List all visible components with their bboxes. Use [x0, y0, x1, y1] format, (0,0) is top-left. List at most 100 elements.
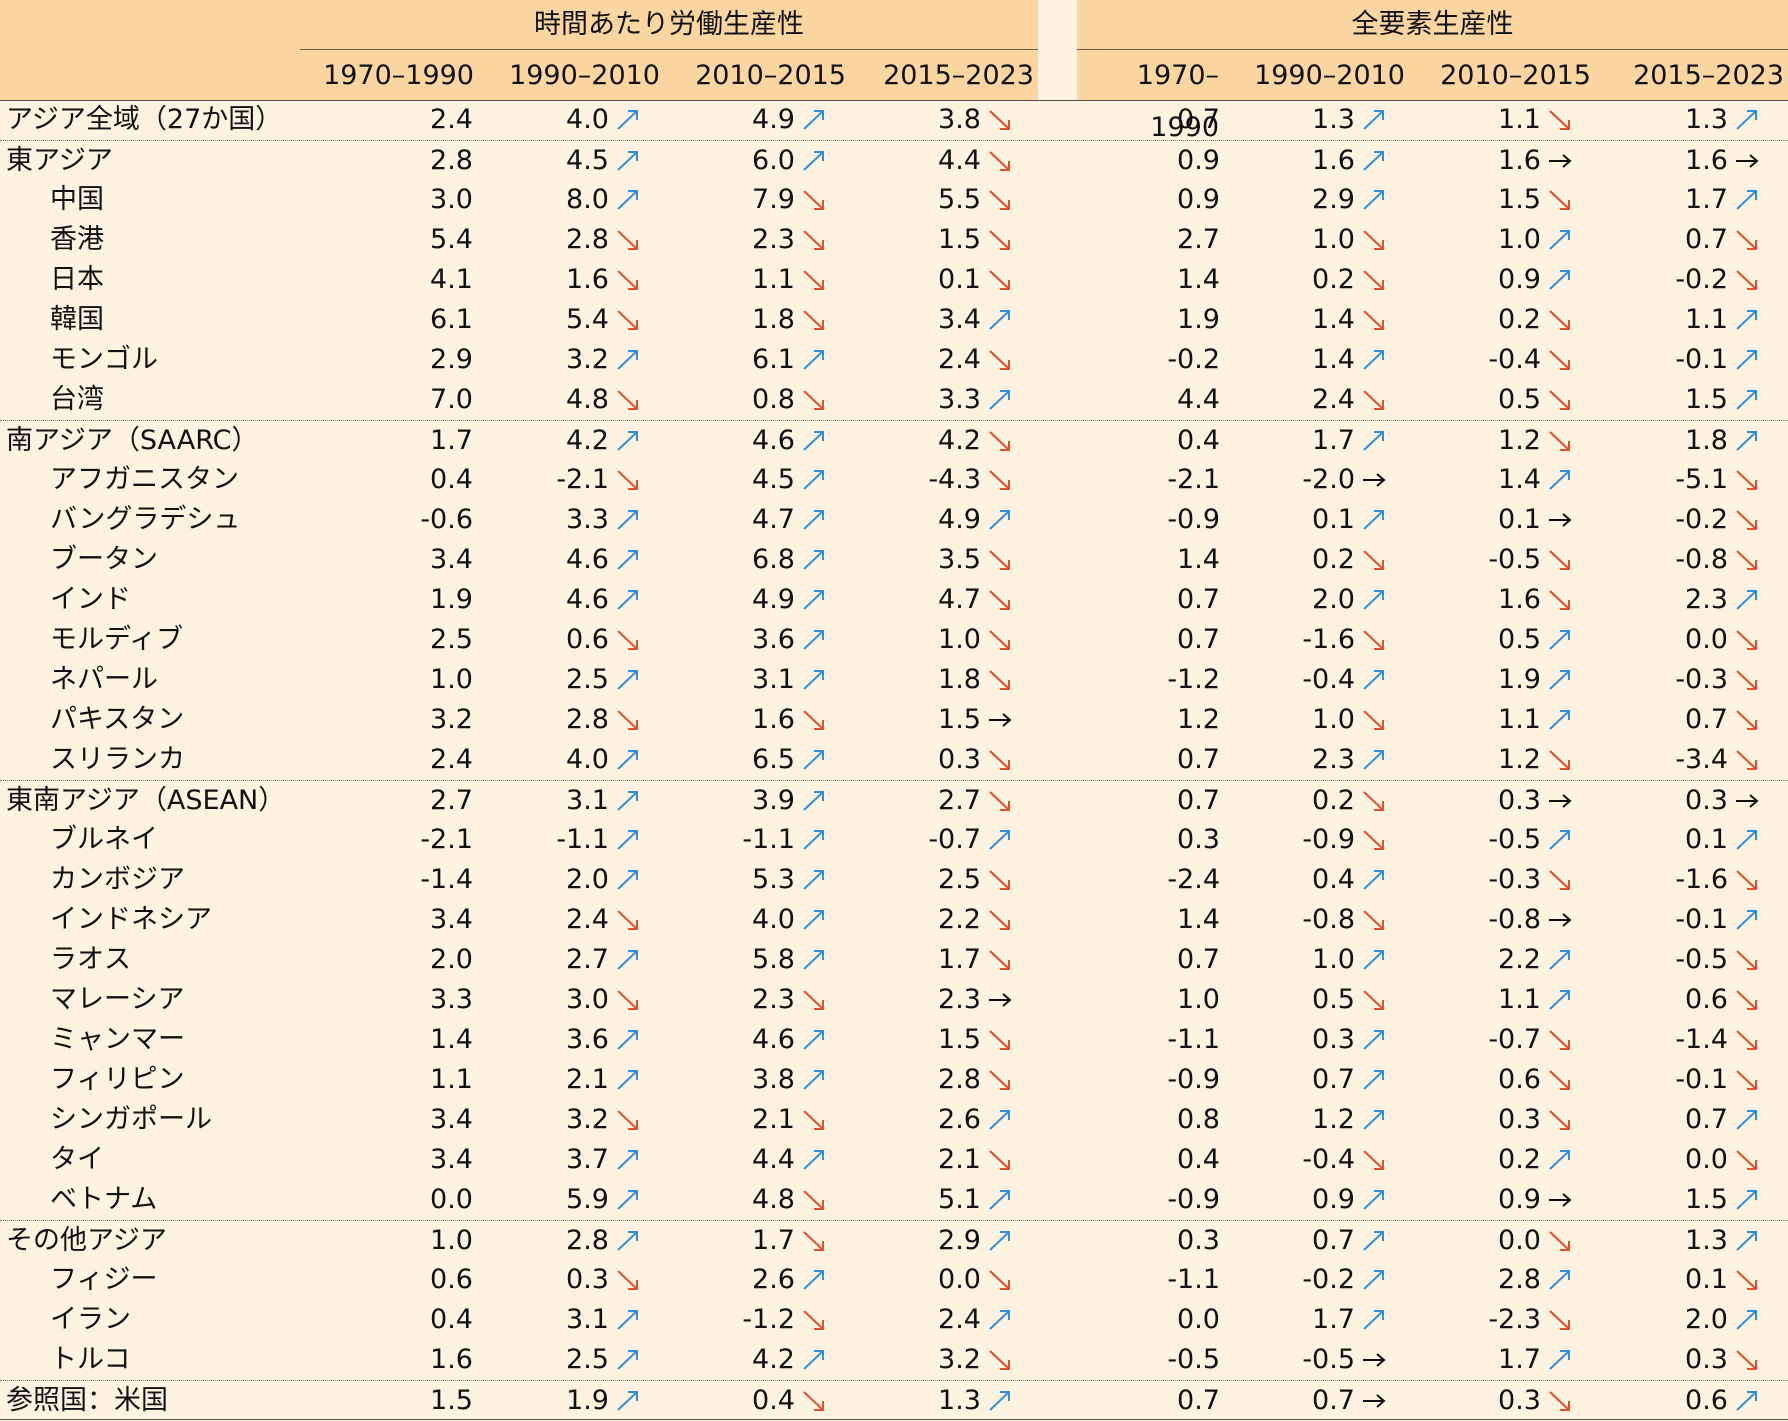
value-cell: 2.6 [938, 1104, 981, 1135]
value-cell: 5.3 [752, 864, 795, 895]
trend-up-icon [613, 421, 643, 461]
trend-up-icon [1732, 1180, 1762, 1220]
value-cell: 0.3 [1685, 1344, 1728, 1375]
trend-down-icon [985, 1140, 1015, 1180]
trend-up-icon [1545, 620, 1575, 660]
value-cell: 3.1 [566, 785, 609, 816]
trend-up-icon [799, 1060, 829, 1100]
value-cell: 5.4 [430, 224, 473, 255]
value-cell: -0.9 [1167, 1184, 1220, 1215]
value-cell: 3.4 [430, 1104, 473, 1135]
value-cell: -0.7 [1488, 1024, 1541, 1055]
trend-down-icon [1359, 900, 1389, 940]
value-cell: -1.2 [742, 1304, 795, 1335]
country-name: 台湾 [50, 384, 104, 415]
value-cell: 0.4 [1177, 1144, 1220, 1175]
trend-up-icon [1359, 660, 1389, 700]
value-cell: 1.7 [1312, 1304, 1355, 1335]
value-cell: 0.2 [1498, 304, 1541, 335]
trend-up-icon [613, 1381, 643, 1421]
trend-up-icon [1359, 340, 1389, 380]
country-name: インド [50, 584, 131, 615]
trend-up-icon [985, 1381, 1015, 1421]
value-cell: 0.7 [1177, 744, 1220, 775]
trend-up-icon [1359, 180, 1389, 220]
value-cell: 1.1 [752, 264, 795, 295]
value-cell: 5.9 [566, 1184, 609, 1215]
table-row: 参照国：米国 1.5 1.9 0.4 1.3 0.7 0.7 0.3 0.6 [0, 1380, 1788, 1420]
trend-up-icon [613, 1020, 643, 1060]
value-cell: -1.4 [1675, 1024, 1728, 1055]
value-cell: -1.6 [1675, 864, 1728, 895]
trend-down-icon [613, 700, 643, 740]
trend-up-icon [1732, 900, 1762, 940]
trend-up-icon [613, 1300, 643, 1340]
value-cell: 3.3 [566, 504, 609, 535]
value-cell: 0.4 [430, 464, 473, 495]
value-cell: 4.2 [752, 1344, 795, 1375]
table-row: インド 1.9 4.6 4.9 4.7 0.7 2.0 1.6 2.3 [0, 580, 1788, 620]
value-cell: 2.7 [566, 944, 609, 975]
trend-up-icon [799, 580, 829, 620]
value-cell: 1.2 [1312, 1104, 1355, 1135]
value-cell: 1.0 [1312, 704, 1355, 735]
value-cell: 4.9 [752, 584, 795, 615]
group-header-labor: 時間あたり労働生産性 [534, 9, 804, 40]
header-gap [1038, 0, 1077, 100]
table-row: アフガニスタン 0.4 -2.1 4.5 -4.3 -2.1 -2.0 1.4 -5.1 [0, 460, 1788, 500]
trend-down-icon [613, 1260, 643, 1300]
trend-down-icon [799, 700, 829, 740]
trend-down-icon [1732, 660, 1762, 700]
trend-down-icon [1545, 540, 1575, 580]
trend-flat-icon [1359, 1381, 1389, 1421]
value-cell: 1.5 [1498, 184, 1541, 215]
value-cell: 0.8 [1177, 1104, 1220, 1135]
trend-up-icon [799, 141, 829, 181]
value-cell: 0.2 [1312, 544, 1355, 575]
value-cell: 5.4 [566, 304, 609, 335]
trend-down-icon [613, 460, 643, 500]
trend-up-icon [613, 940, 643, 980]
value-cell: 6.1 [752, 344, 795, 375]
trend-down-icon [1545, 1221, 1575, 1261]
value-cell: 4.4 [752, 1144, 795, 1175]
value-cell: 0.6 [1685, 984, 1728, 1015]
trend-down-icon [1545, 1060, 1575, 1100]
value-cell: 0.3 [1498, 785, 1541, 816]
trend-up-icon [799, 1340, 829, 1380]
value-cell: 2.9 [938, 1225, 981, 1256]
country-name: インドネシア [50, 904, 212, 935]
trend-up-icon [1545, 660, 1575, 700]
value-cell: -0.3 [1488, 864, 1541, 895]
value-cell: 1.4 [1312, 344, 1355, 375]
country-name: アフガニスタン [50, 464, 239, 495]
trend-flat-icon [1545, 900, 1575, 940]
value-cell: 1.1 [1685, 304, 1728, 335]
value-cell: 3.2 [430, 704, 473, 735]
trend-down-icon [985, 540, 1015, 580]
value-cell: 0.9 [1177, 145, 1220, 176]
trend-down-icon [613, 620, 643, 660]
trend-flat-icon [985, 700, 1015, 740]
value-cell: 2.1 [566, 1064, 609, 1095]
value-cell: 1.0 [938, 624, 981, 655]
trend-up-icon [799, 421, 829, 461]
value-cell: 0.7 [1312, 1064, 1355, 1095]
value-cell: -3.4 [1675, 744, 1728, 775]
trend-up-icon [1545, 460, 1575, 500]
value-cell: 4.5 [752, 464, 795, 495]
trend-down-icon [1359, 300, 1389, 340]
value-cell: 3.1 [566, 1304, 609, 1335]
trend-up-icon [1732, 1300, 1762, 1340]
value-cell: 3.6 [752, 624, 795, 655]
value-cell: 1.0 [1312, 224, 1355, 255]
trend-up-icon [1732, 100, 1762, 140]
trend-down-icon [1545, 580, 1575, 620]
value-cell: 3.4 [430, 1144, 473, 1175]
trend-up-icon [1732, 1100, 1762, 1140]
value-cell: 0.6 [566, 624, 609, 655]
value-cell: 4.8 [752, 1184, 795, 1215]
trend-down-icon [1545, 1020, 1575, 1060]
value-cell: 2.7 [1177, 224, 1220, 255]
trend-up-icon [1732, 580, 1762, 620]
